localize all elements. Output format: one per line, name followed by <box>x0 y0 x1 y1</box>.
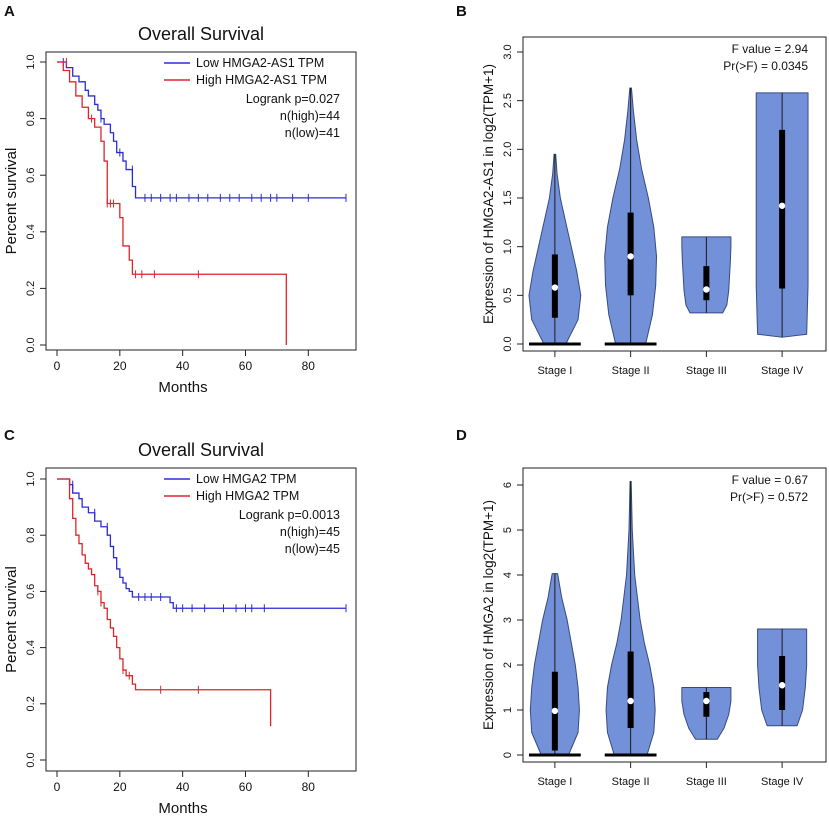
y-tick-label: 0.8 <box>25 111 37 126</box>
y-axis-label: Percent survival <box>3 148 20 255</box>
x-tick-label: 60 <box>239 359 253 373</box>
x-axis-label: Months <box>158 800 207 817</box>
y-tick-label: 2 <box>502 662 514 668</box>
y-tick-label: 0 <box>502 752 514 758</box>
violin-plot-d: 0 1 2 3 4 5 6 Expression of HMGA2 in log2(TPM+1… <box>481 467 827 788</box>
violin-iqr <box>779 129 786 289</box>
y-axis-label: Expression of HMGA2-AS1 in log2(TPM+1) <box>481 64 496 324</box>
km-curve-low <box>57 478 346 609</box>
km-curve-low <box>57 61 346 199</box>
legend-entry: Low HMGA2-AS1 TPM <box>196 56 324 70</box>
x-tick-label: 40 <box>176 359 190 373</box>
panel-letter-a: A <box>4 3 15 20</box>
y-tick-label: 0.0 <box>502 336 514 351</box>
anova-stat: F value = 2.94 <box>732 42 809 56</box>
y-tick-label: 0.2 <box>25 696 37 711</box>
x-tick-label: 20 <box>113 780 127 794</box>
x-category-label: Stage IV <box>761 365 804 377</box>
y-tick-label: 0.0 <box>25 337 37 352</box>
plot-frame <box>522 467 827 763</box>
violin-iqr <box>703 266 710 301</box>
violin-median <box>627 697 634 705</box>
panel-letter-d: D <box>456 427 467 444</box>
violin-iqr <box>627 651 634 728</box>
legend-stat: n(high)=44 <box>280 109 340 123</box>
legend-stat: Logrank p=0.027 <box>246 92 340 106</box>
violin-median <box>551 284 559 291</box>
y-tick-label: 0.6 <box>25 168 37 183</box>
anova-stat: F value = 0.67 <box>732 473 809 487</box>
plot-frame <box>45 467 357 772</box>
y-tick-label: 0.5 <box>502 288 514 303</box>
y-axis-label: Expression of HMGA2 in log2(TPM+1) <box>481 500 496 730</box>
y-tick-label: 6 <box>502 482 514 488</box>
x-category-label: Stage I <box>537 776 572 788</box>
plot-frame <box>45 51 357 351</box>
y-tick-label: 5 <box>502 527 514 533</box>
legend-entry: High HMGA2 TPM <box>196 489 299 503</box>
violin-median <box>778 202 786 209</box>
x-tick-label: 80 <box>302 359 316 373</box>
km-plot-a: Overall Survival 0 20 40 60 80 0.0 0.2 0.4 0.6 0.8… <box>3 24 357 396</box>
violin-median <box>551 707 559 715</box>
x-category-label: Stage II <box>612 776 650 788</box>
x-tick-label: 0 <box>54 359 61 373</box>
y-tick-label: 1.0 <box>25 54 37 69</box>
y-tick-label: 0.0 <box>25 752 37 767</box>
x-category-label: Stage II <box>612 365 650 377</box>
km-plot-c: Overall Survival 0 20 40 60 80 0.0 0.2 0.4 0.6 0.8… <box>3 440 357 817</box>
legend-entry: High HMGA2-AS1 TPM <box>196 73 327 87</box>
y-tick-label: 3 <box>502 617 514 623</box>
y-tick-label: 0.4 <box>25 640 37 655</box>
y-tick-label: 4 <box>502 572 514 578</box>
legend-stat: n(low)=41 <box>285 126 340 140</box>
y-tick-label: 1 <box>502 707 514 713</box>
violin-iqr <box>703 692 710 717</box>
x-category-label: Stage IV <box>761 776 804 788</box>
y-tick-label: 3.0 <box>502 44 514 59</box>
x-tick-label: 80 <box>302 780 316 794</box>
panel-letter-c: C <box>4 427 15 444</box>
violin-median <box>703 286 710 293</box>
y-axis-label: Percent survival <box>3 566 20 673</box>
x-tick-label: 0 <box>54 780 61 794</box>
x-tick-label: 20 <box>113 359 127 373</box>
x-tick-label: 40 <box>176 780 190 794</box>
plot-frame <box>522 36 827 352</box>
km-curve-high <box>57 61 287 345</box>
legend-stat: Logrank p=0.0013 <box>239 508 340 522</box>
violin-median <box>778 682 786 689</box>
legend-entry: Low HMGA2 TPM <box>196 472 297 486</box>
x-tick-label: 60 <box>239 780 253 794</box>
x-category-label: Stage III <box>686 776 727 788</box>
violin-median <box>703 697 710 705</box>
y-tick-label: 1.0 <box>25 471 37 486</box>
chart-title: Overall Survival <box>138 24 264 44</box>
chart-title: Overall Survival <box>138 440 264 460</box>
y-tick-label: 0.8 <box>25 528 37 543</box>
x-category-label: Stage III <box>686 365 727 377</box>
legend-stat: n(high)=45 <box>280 525 340 539</box>
y-tick-label: 0.6 <box>25 584 37 599</box>
y-tick-label: 0.4 <box>25 224 37 239</box>
y-tick-label: 1.0 <box>502 239 514 254</box>
violin-median <box>627 253 634 260</box>
x-category-label: Stage I <box>537 365 572 377</box>
y-tick-label: 2.5 <box>502 93 514 108</box>
anova-stat: Pr(>F) = 0.0345 <box>723 59 808 73</box>
panel-letter-b: B <box>456 3 467 20</box>
x-axis-label: Months <box>158 379 207 396</box>
y-tick-label: 1.5 <box>502 190 514 205</box>
y-tick-label: 0.2 <box>25 281 37 296</box>
anova-stat: Pr(>F) = 0.572 <box>730 490 808 504</box>
violin-plot-b: 0.0 0.5 1.0 1.5 2.0 2.5 3.0 Expression of HMGA2… <box>481 36 827 377</box>
y-tick-label: 2.0 <box>502 142 514 157</box>
legend-stat: n(low)=45 <box>285 542 340 556</box>
